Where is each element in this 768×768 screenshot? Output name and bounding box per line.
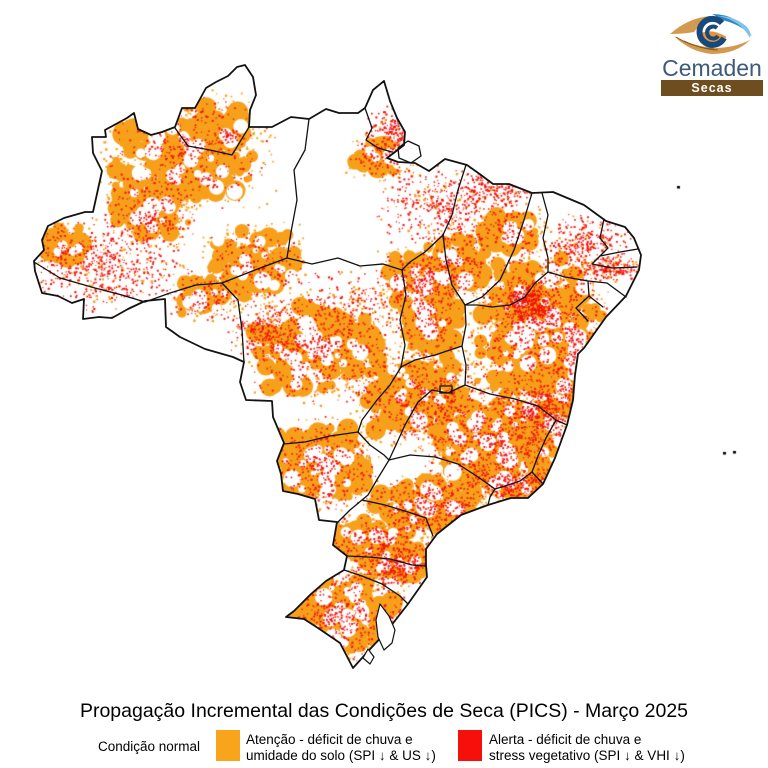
cemaden-eye-icon [670, 14, 752, 54]
logo-sub-banner: Secas [661, 80, 763, 96]
legend-normal-label: Condição normal [98, 739, 201, 754]
legend-attention-label: Atenção - déficit de chuva e umidade do … [246, 732, 436, 764]
cemaden-secas-logo: Cemaden Secas [656, 8, 768, 96]
legend-attention-line1: Atenção - déficit de chuva e [246, 732, 413, 747]
legend-attention-swatch [216, 730, 240, 761]
map-title: Propagação Incremental das Condições de … [79, 700, 689, 722]
legend-attention-line2: umidade do solo (SPI ↓ & US ↓) [246, 748, 436, 763]
legend-alert-line1: Alerta - déficit de chuva e [489, 732, 642, 747]
legend-alert-label: Alerta - déficit de chuva e stress veget… [489, 732, 685, 764]
legend-alert-swatch [458, 730, 482, 761]
logo-brand-text: Cemaden [662, 55, 762, 81]
legend-alert-line2: stress vegetativo (SPI ↓ & VHI ↓) [489, 748, 685, 763]
